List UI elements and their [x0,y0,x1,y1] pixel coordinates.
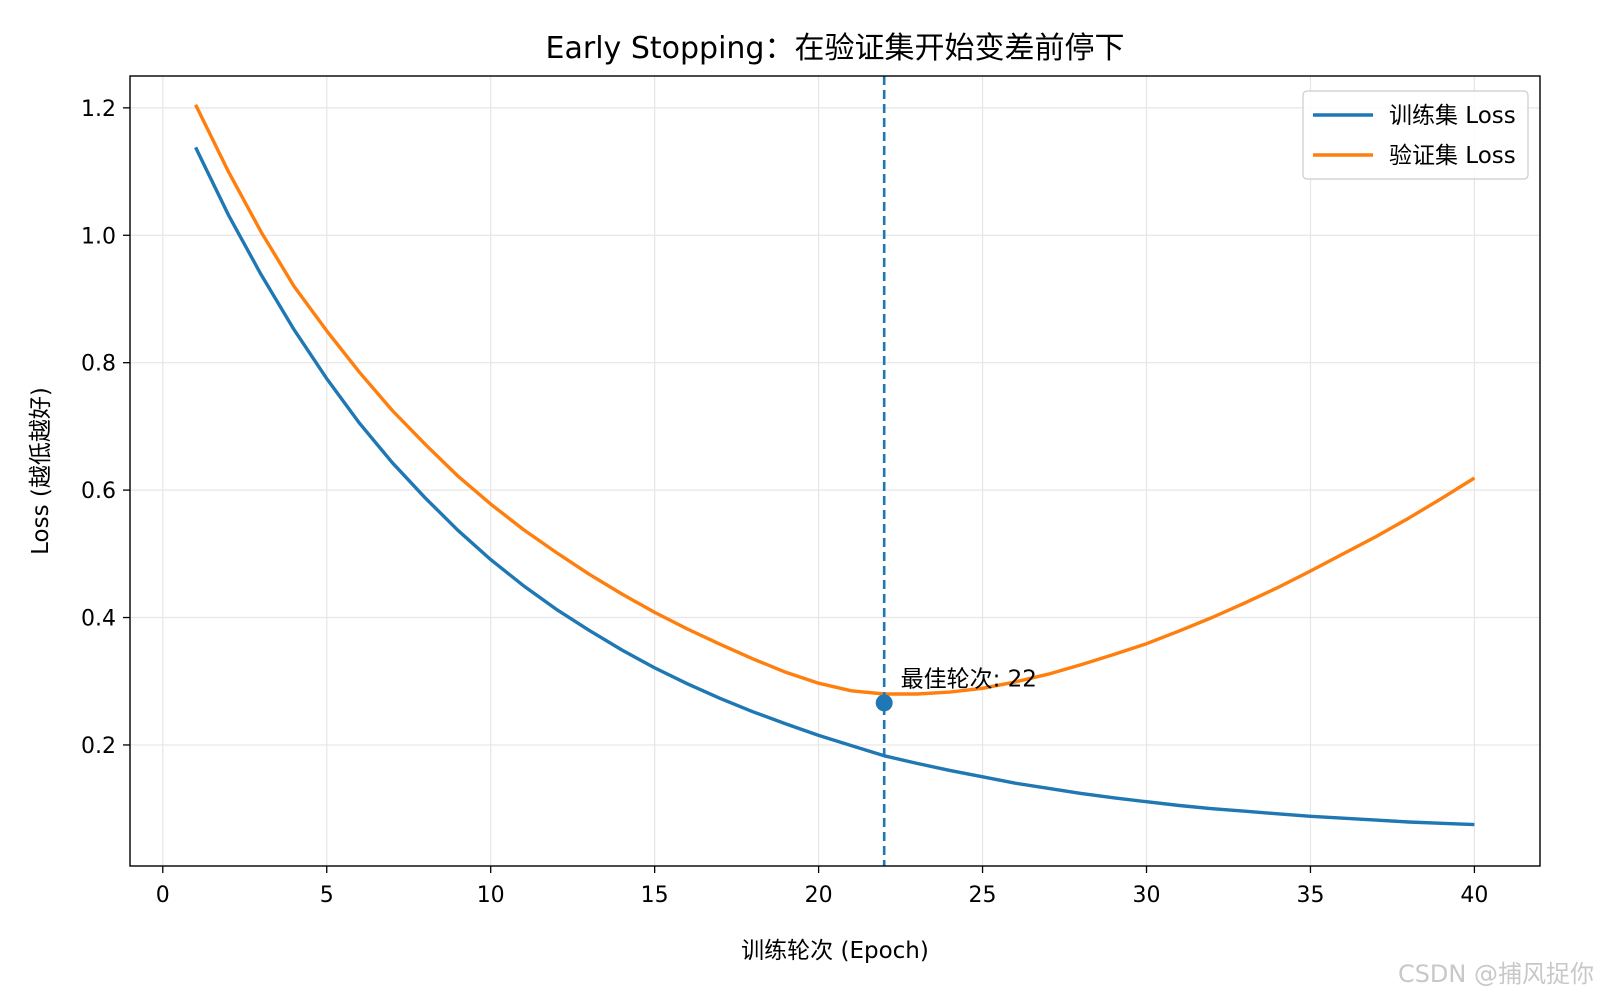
watermark: CSDN @捕风捉你 [1398,960,1594,988]
chart-title: Early Stopping：在验证集开始变差前停下 [546,31,1125,66]
y-tick-label: 1.2 [81,97,116,122]
best-epoch-marker-layer [875,694,893,712]
series-layer [194,103,1476,827]
y-axis-ticks: 0.2 0.4 0.6 0.8 1.0 1.2 [81,97,130,759]
y-tick-label: 0.4 [81,607,116,632]
validation-loss-line [194,103,1476,696]
best-epoch-annotation: 最佳轮次: 22 [901,666,1037,692]
plot-area-frame [129,75,1541,867]
x-axis-title: 训练轮次 (Epoch) [741,938,929,964]
x-tick-label: 20 [805,883,833,908]
legend: 训练集 Loss 验证集 Loss [1302,90,1529,180]
x-tick-label: 5 [320,883,334,908]
y-tick-label: 0.6 [81,479,116,504]
x-axis-ticks: 0 5 10 15 20 25 30 35 40 [156,866,1488,908]
y-tick-label: 0.8 [81,352,116,377]
x-tick-label: 0 [156,883,170,908]
grid [130,76,1540,866]
x-tick-label: 30 [1133,883,1161,908]
legend-label-validation: 验证集 Loss [1389,143,1516,169]
y-axis-title: Loss (越低越好) [28,387,54,555]
y-tick-label: 0.2 [81,734,116,759]
x-tick-label: 10 [477,883,505,908]
legend-box [1302,90,1529,180]
x-tick-label: 40 [1460,883,1488,908]
x-tick-label: 35 [1296,883,1324,908]
best-epoch-marker [875,694,893,712]
x-tick-label: 25 [969,883,997,908]
y-tick-label: 1.0 [81,224,116,249]
x-tick-label: 15 [641,883,669,908]
train-loss-line [194,146,1475,827]
legend-label-train: 训练集 Loss [1389,103,1516,129]
